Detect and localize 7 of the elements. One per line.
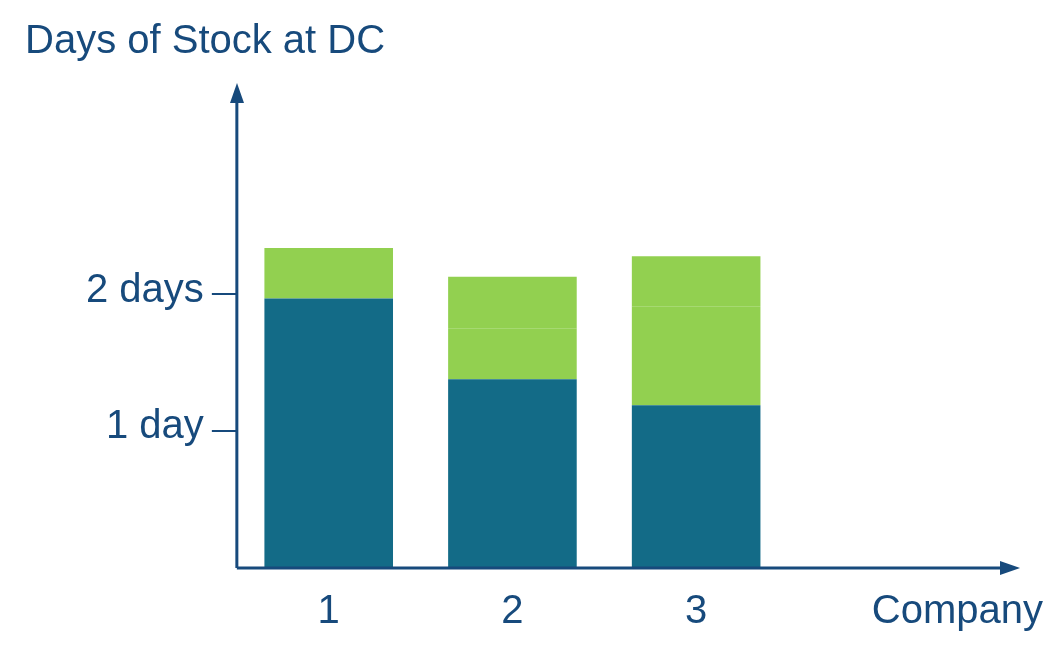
y-axis-title: Days of Stock at DC (25, 17, 386, 61)
y-tick-label: 1 day (105, 402, 204, 447)
x-axis-title: Company (871, 587, 1043, 631)
y-tick-label: 2 days (85, 265, 204, 310)
x-tick-label: 1 (317, 587, 340, 632)
x-tick-label: 2 (501, 587, 524, 632)
x-tick-label: 3 (685, 587, 708, 632)
